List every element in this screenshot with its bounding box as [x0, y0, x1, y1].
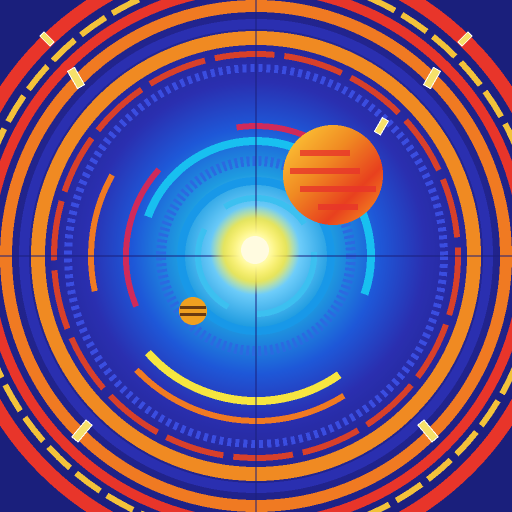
stripe: [300, 150, 350, 156]
stripe: [318, 204, 358, 210]
spacecraft: [417, 419, 439, 443]
stripe: [180, 306, 206, 309]
arc: [123, 123, 390, 389]
stripe: [180, 313, 206, 316]
stripe: [300, 186, 376, 192]
spacecraft: [71, 419, 93, 443]
spacecraft: [66, 66, 86, 90]
spacecraft: [457, 31, 473, 47]
arc: [106, 107, 405, 405]
planet-stripes: [290, 150, 376, 210]
large-planet: [283, 125, 383, 225]
spacecraft-group: [39, 31, 473, 443]
planet-body: [179, 297, 207, 325]
arc: [88, 88, 424, 424]
small-planet: [179, 297, 207, 325]
spacecraft: [373, 116, 390, 136]
spacecraft: [39, 31, 55, 47]
spacecraft: [422, 66, 442, 90]
sun: [241, 236, 269, 264]
stripe: [290, 168, 360, 174]
